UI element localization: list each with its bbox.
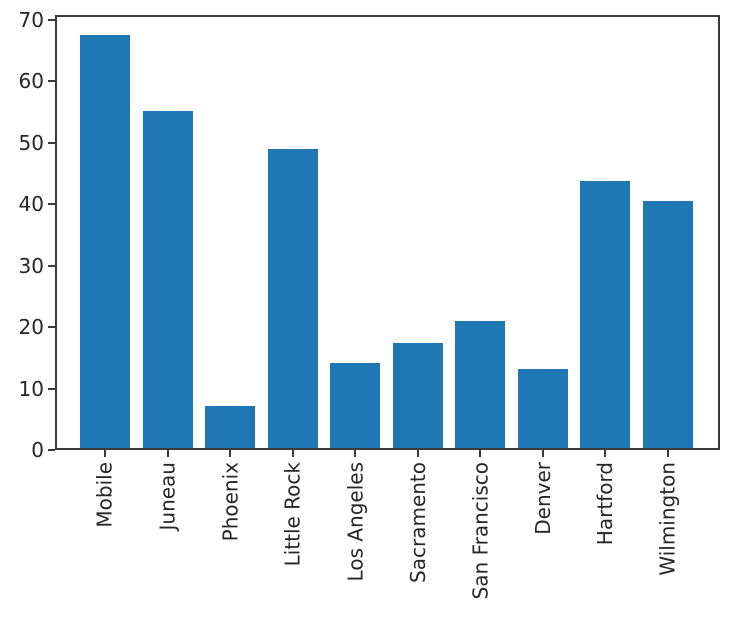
y-tick-mark	[48, 264, 55, 267]
y-tick-mark	[48, 449, 55, 451]
bar-denver	[517, 368, 568, 448]
y-tick-mark	[48, 141, 55, 144]
x-tick-mark	[229, 450, 231, 457]
y-tick-label-0: 0	[31, 438, 44, 462]
x-tick-mark	[354, 450, 356, 457]
x-tick-label-little-rock: Little Rock	[280, 462, 305, 567]
bar-wilmington	[642, 201, 693, 448]
x-tick-label-wilmington: Wilmington	[655, 462, 680, 576]
x-tick-label-hartford: Hartford	[593, 462, 617, 546]
y-tick-mark	[48, 203, 55, 206]
y-tick-mark	[48, 18, 55, 21]
bar-mobile	[80, 35, 130, 448]
y-tick-mark	[48, 326, 55, 329]
y-tick-label-10: 10	[18, 376, 44, 401]
bar-little-rock	[267, 148, 318, 448]
x-tick-label-phoenix: Phoenix	[218, 462, 242, 542]
x-tick-mark	[479, 450, 481, 457]
bar-juneau	[142, 110, 193, 448]
x-tick-label-los-angeles: Los Angeles	[343, 462, 367, 582]
y-tick-label-70: 70	[18, 7, 44, 32]
bar-san-francisco	[455, 320, 505, 448]
x-tick-label-mobile: Mobile	[93, 462, 117, 528]
x-tick-mark	[416, 450, 419, 457]
bar-sacramento	[392, 342, 443, 448]
y-tick-label-20: 20	[18, 315, 44, 340]
x-tick-label-san-francisco: San Francisco	[468, 462, 492, 600]
y-tick-label-60: 60	[18, 69, 44, 94]
bar-phoenix	[205, 406, 255, 448]
bar-los-angeles	[330, 362, 380, 448]
y-tick-label-30: 30	[18, 253, 44, 278]
x-tick-label-denver: Denver	[530, 462, 555, 535]
x-tick-mark	[541, 450, 544, 457]
x-tick-mark	[291, 450, 294, 457]
x-tick-mark	[104, 450, 106, 457]
plot-area	[55, 15, 720, 450]
y-tick-mark	[48, 387, 55, 390]
x-tick-mark	[166, 450, 169, 457]
x-tick-mark	[666, 450, 669, 457]
bar-hartford	[580, 180, 630, 448]
y-tick-label-50: 50	[18, 130, 44, 155]
y-tick-label-40: 40	[18, 192, 44, 217]
x-tick-mark	[604, 450, 606, 457]
x-tick-label-juneau: Juneau	[155, 462, 180, 531]
x-tick-label-sacramento: Sacramento	[405, 462, 430, 583]
y-tick-mark	[48, 80, 55, 83]
